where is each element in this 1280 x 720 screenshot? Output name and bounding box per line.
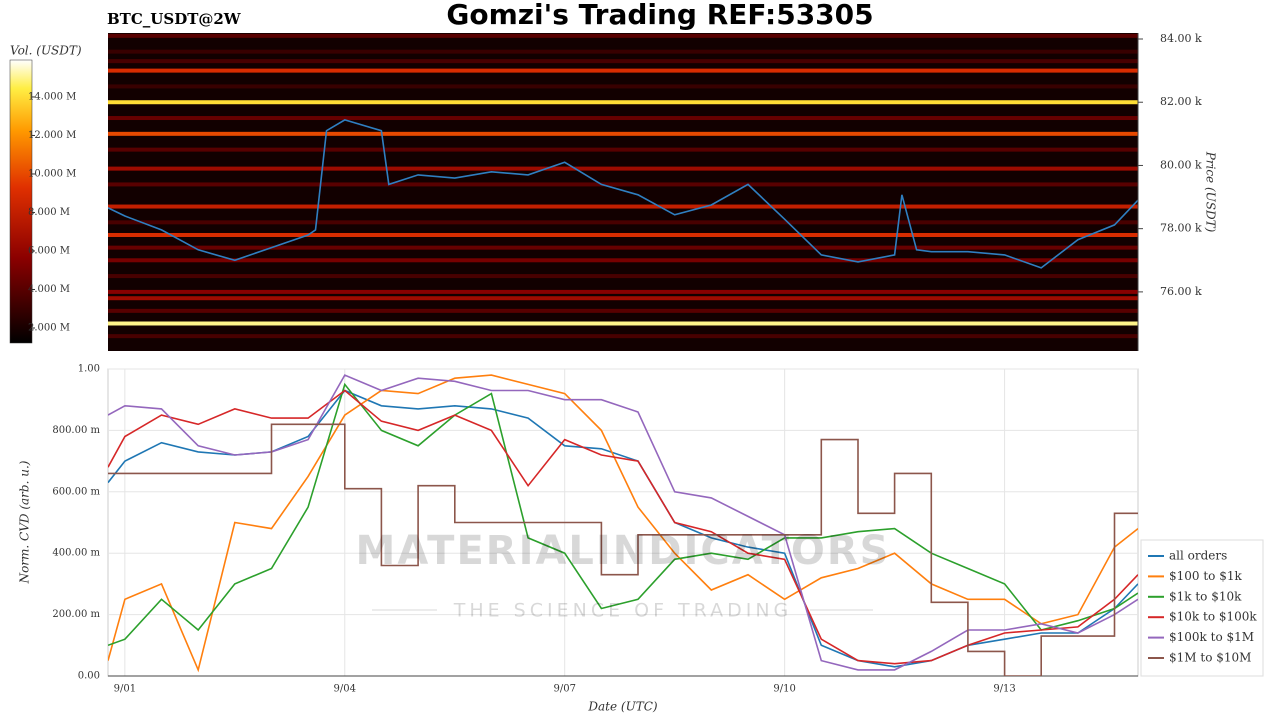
legend-label: $100k to $1M	[1169, 630, 1254, 644]
volume-level	[108, 258, 1138, 263]
watermark-brand: MATERIALINDICATORS	[356, 528, 891, 574]
y2-tick-label: 78.00 k	[1160, 222, 1202, 235]
volume-level	[108, 245, 1138, 250]
y-tick-label: 0.00	[78, 671, 100, 682]
colorbar-tick-label: 8.000 M	[28, 207, 70, 218]
x-tick-label: 9/04	[334, 684, 356, 695]
cvd-line	[108, 382, 1138, 647]
volume-level	[108, 334, 1138, 339]
lines	[108, 374, 1138, 676]
volume-level	[108, 49, 1138, 54]
colorbar	[9, 59, 33, 344]
legend-label: $10k to $100k	[1169, 610, 1257, 624]
colorbar-tick-label: 6.000 M	[28, 245, 70, 256]
y-tick-label: 400.00 m	[52, 548, 100, 559]
cvd-line	[108, 423, 1138, 676]
cvd-line	[108, 374, 1138, 673]
volume-level	[108, 147, 1138, 152]
volume-level	[108, 84, 1138, 89]
volume-level	[108, 182, 1138, 187]
x-tick-label: 9/01	[114, 684, 136, 695]
volume-level	[108, 232, 1138, 237]
x-tick-label: 9/13	[993, 684, 1015, 695]
legend	[1140, 539, 1264, 677]
colorbar-tick-label: 14.000 M	[28, 91, 76, 102]
cvd-line	[108, 374, 1138, 671]
legend-label: $1k to $10k	[1169, 589, 1242, 603]
y-tick-label: 800.00 m	[52, 425, 100, 436]
colorbar-tick-label: 2.000 M	[28, 322, 70, 333]
volume-level	[108, 308, 1138, 313]
y-tick-label: 200.00 m	[52, 609, 100, 620]
colorbar-label: Vol. (USDT)	[10, 44, 82, 58]
legend-label: $100 to $1k	[1169, 569, 1242, 583]
cvd-line	[108, 389, 1138, 665]
volume-level	[108, 59, 1138, 64]
volume-level	[108, 204, 1138, 209]
y2-label: Price (USDT)	[1204, 151, 1218, 233]
x-tick-label: 9/10	[773, 684, 795, 695]
price-line	[108, 119, 1138, 269]
volume-level	[108, 220, 1138, 225]
volume-level	[108, 321, 1138, 326]
y2-tick-label: 84.00 k	[1160, 32, 1202, 45]
y2-tick-label: 82.00 k	[1160, 95, 1202, 108]
heatmap-bg	[108, 33, 1138, 351]
title: Gomzi's Trading REF:53305	[446, 0, 873, 31]
volume-level	[108, 166, 1138, 171]
y-label: Norm. CVD (arb. u.)	[18, 460, 32, 584]
volume-level	[108, 289, 1138, 294]
y2-tick-label: 76.00 k	[1160, 285, 1202, 298]
volume-level	[108, 33, 1138, 38]
volume-level	[108, 274, 1138, 279]
colorbar-tick-label: 4.000 M	[28, 284, 70, 295]
legend-label: $1M to $10M	[1169, 651, 1251, 665]
colorbar-tick-label: 12.000 M	[28, 130, 76, 141]
colorbar-tick-label: 10.000 M	[28, 168, 76, 179]
volume-level	[108, 131, 1138, 136]
volume-level	[108, 296, 1138, 301]
y-tick-label: 600.00 m	[52, 486, 100, 497]
volume-level	[108, 68, 1138, 73]
x-tick-label: 9/07	[553, 684, 575, 695]
volume-level	[108, 116, 1138, 121]
cvd-plot	[107, 368, 1139, 677]
y-tick-label: 1.00	[78, 364, 100, 375]
watermark-tagline: THE SCIENCE OF TRADING	[453, 600, 793, 622]
legend-label: all orders	[1169, 549, 1227, 563]
symbol: BTC_USDT@2W	[107, 10, 242, 28]
volume-level	[108, 100, 1138, 105]
y2-tick-label: 80.00 k	[1160, 158, 1202, 171]
x-label: Date (UTC)	[587, 700, 657, 714]
